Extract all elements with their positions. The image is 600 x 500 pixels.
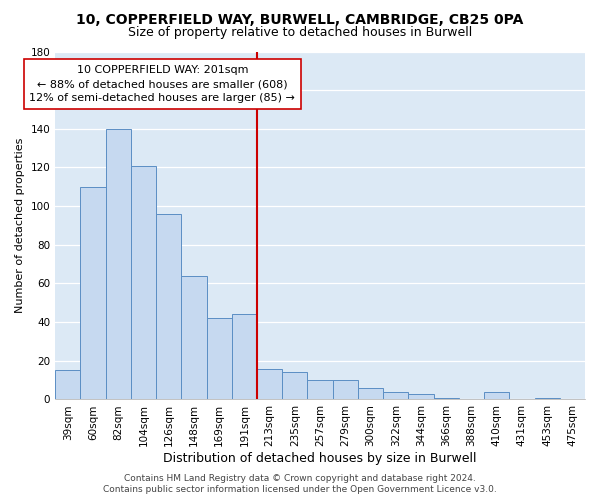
Bar [181,276,206,400]
Text: Contains HM Land Registry data © Crown copyright and database right 2024.
Contai: Contains HM Land Registry data © Crown c… [103,474,497,494]
Bar [80,187,106,400]
Bar [409,394,434,400]
Bar [156,214,181,400]
Bar [332,380,358,400]
Text: 10, COPPERFIELD WAY, BURWELL, CAMBRIDGE, CB25 0PA: 10, COPPERFIELD WAY, BURWELL, CAMBRIDGE,… [76,12,524,26]
Bar [535,398,560,400]
Bar [131,166,156,400]
Bar [358,388,383,400]
Bar [307,380,332,400]
Bar [55,370,80,400]
Text: 10 COPPERFIELD WAY: 201sqm
← 88% of detached houses are smaller (608)
12% of sem: 10 COPPERFIELD WAY: 201sqm ← 88% of deta… [29,65,295,103]
Bar [232,314,257,400]
X-axis label: Distribution of detached houses by size in Burwell: Distribution of detached houses by size … [163,452,477,465]
Bar [383,392,409,400]
Bar [106,129,131,400]
Bar [282,372,307,400]
Bar [484,392,509,400]
Bar [434,398,459,400]
Bar [206,318,232,400]
Text: Size of property relative to detached houses in Burwell: Size of property relative to detached ho… [128,26,472,39]
Bar [257,368,282,400]
Y-axis label: Number of detached properties: Number of detached properties [15,138,25,313]
